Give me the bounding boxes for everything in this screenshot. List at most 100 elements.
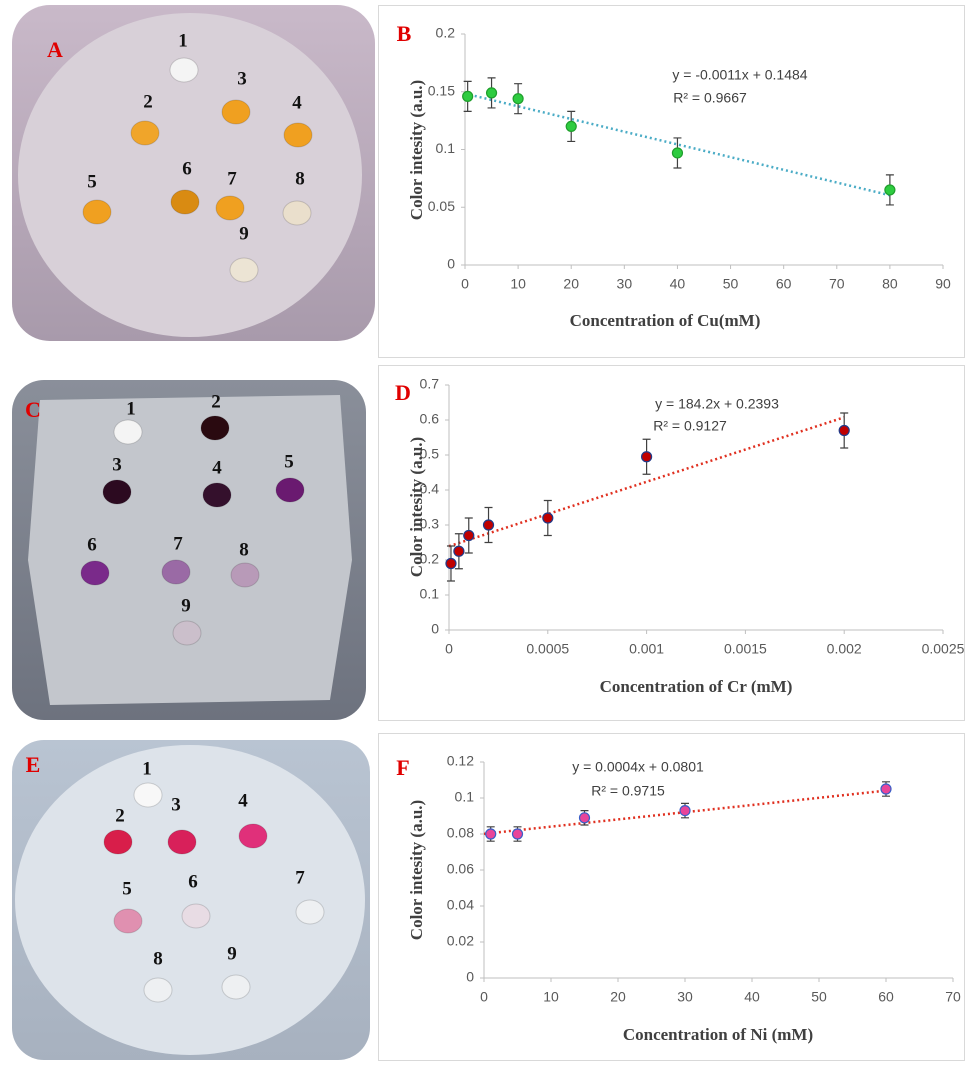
data-point (671, 147, 684, 159)
spot-number: 1 (178, 30, 188, 51)
y-tick-label: 0.1 (420, 586, 440, 602)
sample-spot (103, 829, 133, 855)
sample-spot (143, 977, 173, 1003)
x-tick-label: 20 (563, 276, 579, 292)
data-point (679, 804, 691, 817)
spot-number: 4 (292, 92, 302, 113)
sample-spot (167, 829, 197, 855)
sample-spot (82, 199, 112, 225)
photo-plate (15, 745, 365, 1055)
spot-number: 5 (284, 451, 294, 472)
spot-number: 5 (122, 878, 132, 899)
y-tick-label: 0.12 (447, 753, 474, 769)
spot-number: 2 (115, 805, 125, 826)
spot-number: 8 (239, 539, 249, 560)
spot-number: 1 (142, 758, 152, 779)
panel-label: F (396, 755, 409, 780)
y-tick-label: 0.02 (447, 933, 474, 949)
data-point (880, 783, 892, 795)
x-tick-label: 30 (617, 276, 633, 292)
sample-spot (282, 200, 312, 226)
x-tick-label: 70 (945, 989, 961, 1005)
y-axis-title: Color intesity (a.u.) (407, 437, 426, 577)
y-tick-label: 0.5 (420, 446, 440, 462)
y-axis-title: Color intesity (a.u.) (407, 80, 426, 220)
data-point (485, 828, 497, 840)
y-tick-label: 0.1 (455, 789, 475, 805)
sample-spot (230, 562, 260, 588)
sample-spot (200, 415, 230, 441)
spot-number: 7 (295, 867, 305, 888)
trendline (483, 789, 887, 836)
chart-frame (378, 5, 965, 358)
data-point (884, 184, 896, 196)
panel-label: A (47, 37, 63, 62)
data-point (511, 828, 524, 840)
x-tick-label: 0.002 (827, 641, 862, 657)
trend-r-squared: R² = 0.9667 (673, 90, 747, 106)
sample-spot (102, 479, 132, 505)
y-tick-label: 0.4 (420, 481, 440, 497)
spot-number: 7 (173, 533, 183, 554)
spot-number: 6 (87, 534, 97, 555)
panel-label: B (397, 21, 412, 46)
spot-number: 3 (171, 794, 181, 815)
sample-spot (229, 257, 259, 283)
sample-spot (181, 903, 211, 929)
trend-equation: y = -0.0011x + 0.1484 (672, 67, 807, 83)
x-tick-label: 40 (670, 276, 686, 292)
spot-number: 9 (181, 595, 191, 616)
sample-spot (80, 560, 110, 586)
panel-label: E (26, 752, 41, 777)
sample-spot (113, 908, 143, 934)
data-point (640, 451, 653, 463)
x-tick-label: 50 (811, 989, 827, 1005)
y-tick-label: 0.04 (447, 897, 474, 913)
spot-number: 2 (143, 91, 153, 112)
trend-equation: y = 184.2x + 0.2393 (655, 396, 779, 412)
x-tick-label: 70 (829, 276, 845, 292)
spot-number: 5 (87, 171, 97, 192)
y-tick-label: 0.05 (428, 198, 455, 214)
x-axis-title: Concentration of Cr (mM) (600, 677, 793, 696)
data-point (838, 424, 850, 437)
x-axis-title: Concentration of Cu(mM) (570, 311, 761, 330)
y-tick-label: 0 (447, 256, 455, 272)
panel-label: C (25, 397, 41, 422)
x-tick-label: 0 (480, 989, 488, 1005)
data-point (542, 512, 554, 524)
spot-number: 3 (112, 454, 122, 475)
sample-spot (295, 899, 325, 925)
data-point (462, 90, 474, 102)
x-tick-label: 0.001 (629, 641, 664, 657)
data-point (482, 519, 495, 531)
spot-number: 9 (227, 943, 237, 964)
sample-spot (172, 620, 202, 646)
sample-spot (221, 974, 251, 1000)
sample-spot (133, 782, 163, 808)
x-tick-label: 30 (677, 989, 693, 1005)
y-tick-label: 0.7 (420, 376, 440, 392)
y-tick-label: 0.6 (420, 411, 440, 427)
spot-number: 6 (188, 871, 198, 892)
spot-number: 8 (295, 168, 305, 189)
x-tick-label: 80 (882, 276, 898, 292)
sample-spot (113, 419, 143, 445)
y-tick-label: 0 (466, 969, 474, 985)
spot-number: 4 (238, 790, 248, 811)
spot-number: 7 (227, 168, 237, 189)
sample-spot (169, 57, 199, 83)
sample-spot (130, 120, 160, 146)
chart-frame (378, 733, 965, 1061)
sample-spot (170, 189, 200, 215)
x-tick-label: 90 (935, 276, 951, 292)
spot-number: 2 (211, 391, 221, 412)
x-tick-label: 50 (723, 276, 739, 292)
x-axis-title: Concentration of Ni (mM) (623, 1025, 813, 1044)
data-point (565, 120, 577, 133)
spot-number: 1 (126, 398, 136, 419)
x-tick-label: 40 (744, 989, 760, 1005)
chart-frame (378, 365, 965, 721)
trend-equation: y = 0.0004x + 0.0801 (572, 759, 704, 775)
x-tick-label: 0.0015 (724, 641, 767, 657)
